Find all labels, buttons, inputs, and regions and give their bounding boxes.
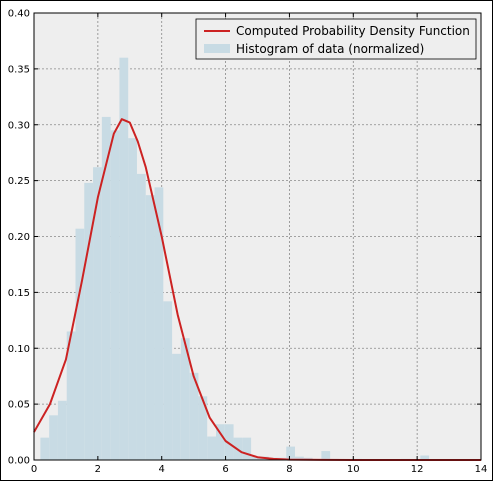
legend-patch-swatch [204,44,230,53]
x-tick-label: 2 [95,464,101,475]
legend-label-histogram: Histogram of data (normalized) [236,42,424,56]
x-tick-label: 4 [159,464,165,475]
x-tick-label: 6 [222,464,228,475]
x-tick-label: 8 [286,464,292,475]
histogram-bar [49,415,58,460]
y-tick-label: 0.15 [8,288,30,299]
histogram-bar [242,438,251,460]
x-tick-label: 14 [475,464,488,475]
y-tick-label: 0.30 [8,120,30,131]
x-tick-label: 12 [411,464,424,475]
y-tick-label: 0.05 [8,400,30,411]
histogram-bar [128,138,137,460]
y-tick-label: 0.20 [8,232,30,243]
histogram-bar [321,451,330,460]
histogram-bar [102,117,111,460]
histogram-bar [146,195,155,460]
histogram-bar [40,438,49,460]
x-tick-label: 10 [347,464,360,475]
legend-label-pdf: Computed Probability Density Function [236,24,470,38]
histogram-bar [119,58,128,460]
y-tick-label: 0.00 [8,456,30,467]
y-tick-label: 0.40 [8,9,30,20]
histogram-bar [137,174,146,460]
histogram-bar [163,301,172,460]
histogram-bar [76,229,85,460]
x-tick-label: 0 [31,464,37,475]
y-tick-label: 0.35 [8,64,30,75]
histogram-bar [207,437,216,460]
histogram-bar [58,401,67,460]
histogram-bar [172,354,181,460]
histogram-bar [111,130,120,460]
y-tick-label: 0.25 [8,176,30,187]
y-tick-label: 0.10 [8,344,30,355]
histogram-bar [286,447,295,460]
